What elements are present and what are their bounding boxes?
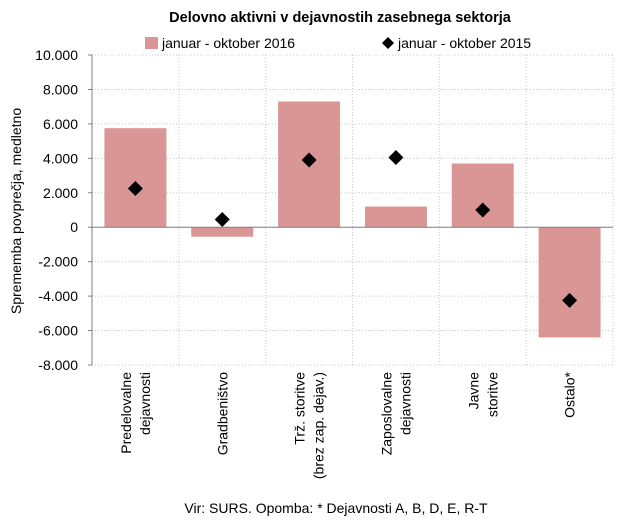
bar-2016 <box>538 227 601 338</box>
y-tick-label: 8.000 <box>43 81 78 97</box>
bar-2016 <box>451 163 514 228</box>
y-tick-label: 4.000 <box>43 150 78 166</box>
y-tick-label: -4.000 <box>38 288 78 304</box>
x-tick-labels: Predelovalne dejavnosti Gradbeništvo Trž. s… <box>118 371 578 479</box>
x-tick-label: dejavnosti <box>397 372 413 435</box>
chart-title: Delovno aktivni v dejavnostih zasebnega … <box>169 10 512 26</box>
y-tick-label: 0 <box>70 219 78 235</box>
x-tick-label: Trž. storitve <box>292 372 308 445</box>
x-tick-label: Zaposlovalne <box>378 372 394 455</box>
x-tick-label: (brez zap. dejav.) <box>311 372 327 479</box>
y-tick-labels: 10.000 8.000 6.000 4.000 2.000 0 -2.000 -4.000 -… <box>35 47 78 373</box>
bar-2016 <box>191 227 254 237</box>
y-tick-label: -6.000 <box>38 323 78 339</box>
x-tick-label: dejavnosti <box>137 372 153 435</box>
legend-label-2016: januar - oktober 2016 <box>161 35 295 51</box>
legend-label-2015: januar - oktober 2015 <box>397 35 531 51</box>
y-tick-label: 10.000 <box>35 47 78 63</box>
bar-2016 <box>364 206 427 228</box>
marker-2015 <box>214 211 230 227</box>
gridlines <box>92 54 614 366</box>
marker-2015 <box>388 149 404 165</box>
bar-2016 <box>104 128 167 228</box>
x-tick-label: Predelovalne <box>118 372 134 454</box>
y-tick-label: 2.000 <box>43 185 78 201</box>
legend-swatch-2016 <box>145 37 158 49</box>
axes <box>88 54 613 366</box>
legend: januar - oktober 2016 januar - oktober 2… <box>145 35 531 51</box>
x-tick-label: Ostalo* <box>562 371 578 417</box>
x-tick-label: storitve <box>484 372 500 417</box>
legend-marker-2015 <box>382 37 394 49</box>
y-tick-label: 6.000 <box>43 116 78 132</box>
marker-2015 <box>301 152 317 168</box>
x-tick-label: Gradbeništvo <box>214 372 230 455</box>
y-axis-label: Sprememba povprečja, medletno <box>8 108 24 314</box>
marker-2015 <box>475 202 491 218</box>
x-tick-label: Javne <box>465 372 481 410</box>
marker-2015 <box>127 180 143 196</box>
marker-2015 <box>562 292 578 308</box>
y-tick-label: -2.000 <box>38 254 78 270</box>
y-tick-label: -8.000 <box>38 357 78 373</box>
source-note: Vir: SURS. Opomba: * Dejavnosti A, B, D,… <box>184 500 488 516</box>
marker-series <box>127 149 578 308</box>
